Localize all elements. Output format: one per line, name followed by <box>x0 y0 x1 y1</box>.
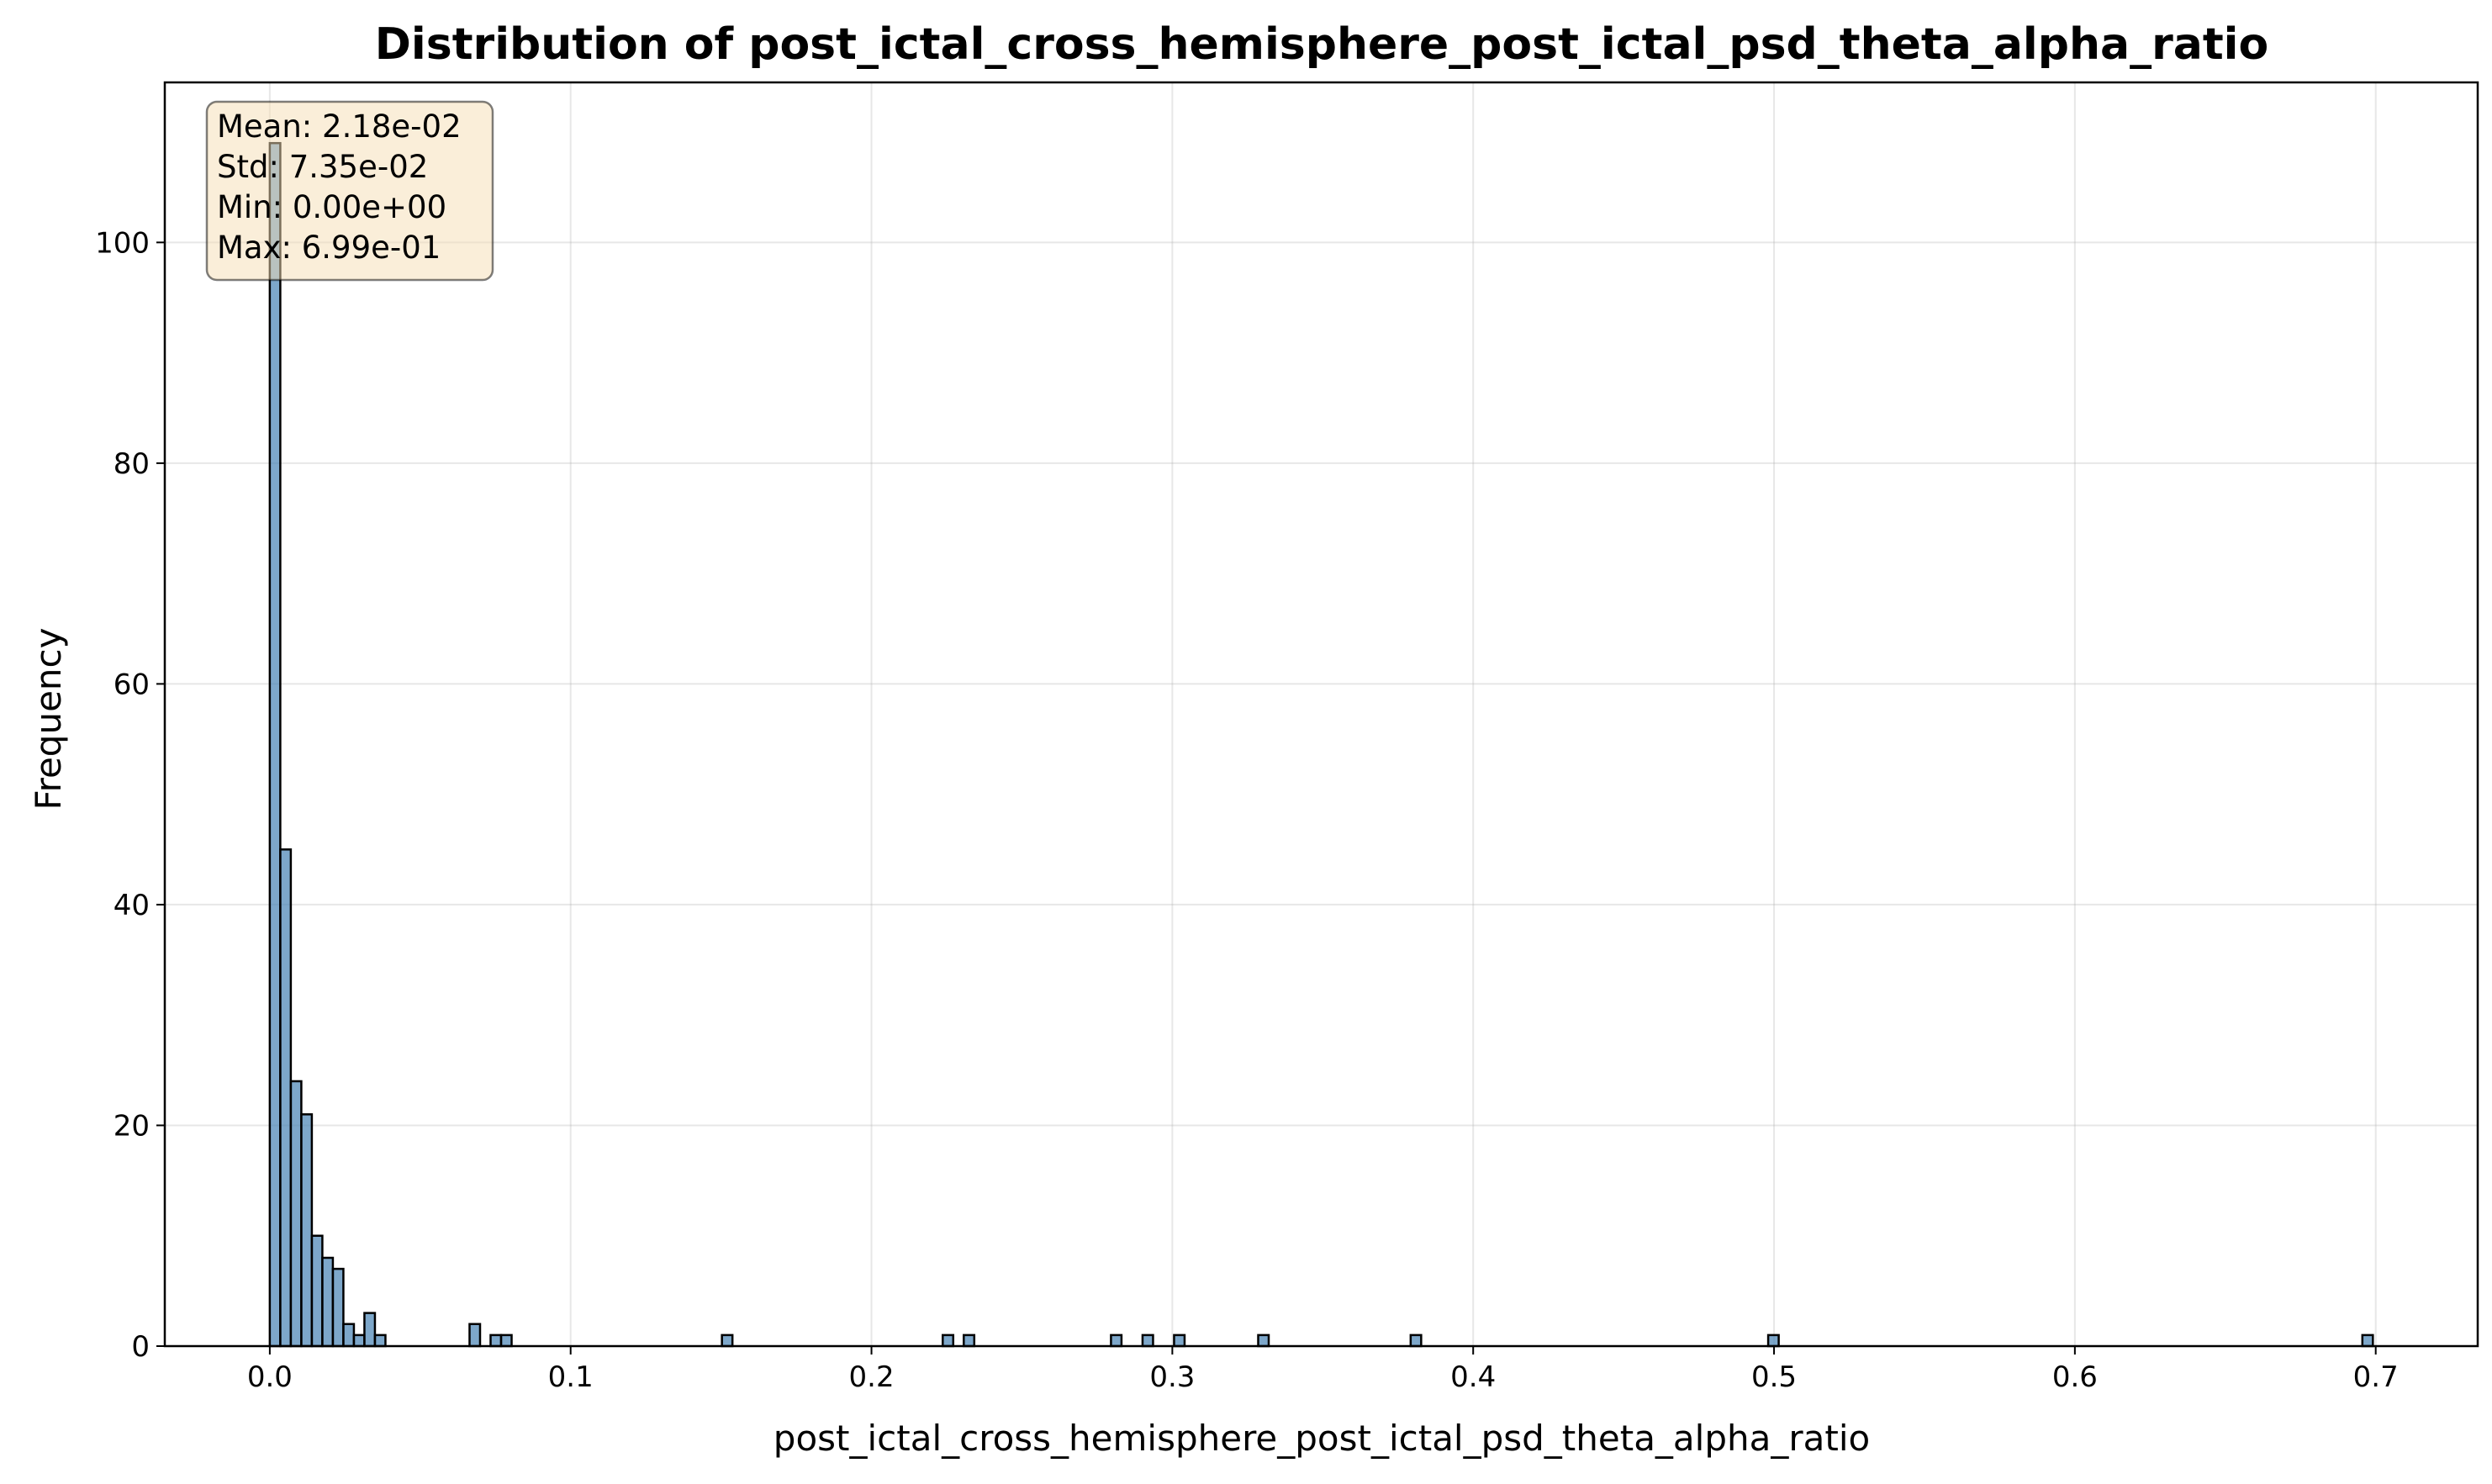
histogram-bar <box>489 1333 503 1348</box>
histogram-bar <box>1110 1333 1123 1348</box>
x-axis-ticks: 0.0 0.1 0.2 0.3 0.4 0.5 0.6 0.7 <box>247 1346 2399 1394</box>
histogram-bar <box>468 1323 482 1348</box>
histogram-bar <box>2361 1333 2374 1348</box>
stats-box: Mean: 2.18e-02 Std: 7.35e-02 Min: 0.00e+… <box>205 100 494 282</box>
x-tick-label: 0.6 <box>2052 1360 2098 1394</box>
histogram-bar <box>721 1333 734 1348</box>
histogram-bar <box>942 1333 955 1348</box>
histogram-bar <box>363 1312 377 1348</box>
y-tick-label: 40 <box>114 889 150 922</box>
histogram-bar <box>300 1113 314 1348</box>
x-tick-label: 0.5 <box>1751 1360 1797 1394</box>
histogram-bar <box>1173 1333 1186 1348</box>
histogram-bars <box>268 141 2374 1348</box>
stats-std: Std: 7.35e-02 <box>217 149 428 185</box>
y-tick-label: 0 <box>131 1330 150 1364</box>
histogram-bar <box>289 1080 303 1348</box>
histogram-bar <box>268 141 282 1348</box>
stats-mean: Mean: 2.18e-02 <box>217 108 462 145</box>
histogram-bar <box>321 1256 335 1348</box>
histogram-bar <box>331 1267 345 1348</box>
histogram-bar <box>342 1323 356 1348</box>
stats-box-background <box>205 100 494 282</box>
x-axis-label: post_ictal_cross_hemisphere_post_ictal_p… <box>773 1418 1870 1459</box>
histogram-bar <box>279 848 293 1348</box>
histogram-bar <box>310 1234 324 1348</box>
x-tick-label: 0.2 <box>849 1360 895 1394</box>
chart-title: Distribution of post_ictal_cross_hemisph… <box>375 19 2268 70</box>
histogram-bar <box>499 1333 513 1348</box>
x-tick-label: 0.3 <box>1149 1360 1195 1394</box>
grid-lines <box>165 82 2478 1347</box>
histogram-bar <box>1141 1333 1154 1348</box>
y-tick-label: 80 <box>114 447 150 481</box>
histogram-bar <box>963 1333 976 1348</box>
x-tick-label: 0.1 <box>548 1360 594 1394</box>
histogram-bar <box>352 1333 366 1348</box>
y-axis-ticks: 0 20 40 60 80 100 <box>95 226 165 1364</box>
x-tick-label: 0.7 <box>2353 1360 2399 1394</box>
y-tick-label: 100 <box>95 226 150 260</box>
x-tick-label: 0.0 <box>247 1360 293 1394</box>
stats-max: Max: 6.99e-01 <box>217 230 441 266</box>
histogram-bar <box>1257 1333 1270 1348</box>
y-tick-label: 60 <box>114 668 150 701</box>
histogram-bar <box>373 1333 387 1348</box>
plot-frame <box>163 81 2479 1348</box>
histogram-bar <box>1409 1333 1423 1348</box>
x-tick-label: 0.4 <box>1450 1360 1496 1394</box>
y-axis-label: Frequency <box>28 628 69 811</box>
stats-min: Min: 0.00e+00 <box>217 189 446 225</box>
histogram-bar <box>1766 1333 1780 1348</box>
y-tick-label: 20 <box>114 1109 150 1143</box>
